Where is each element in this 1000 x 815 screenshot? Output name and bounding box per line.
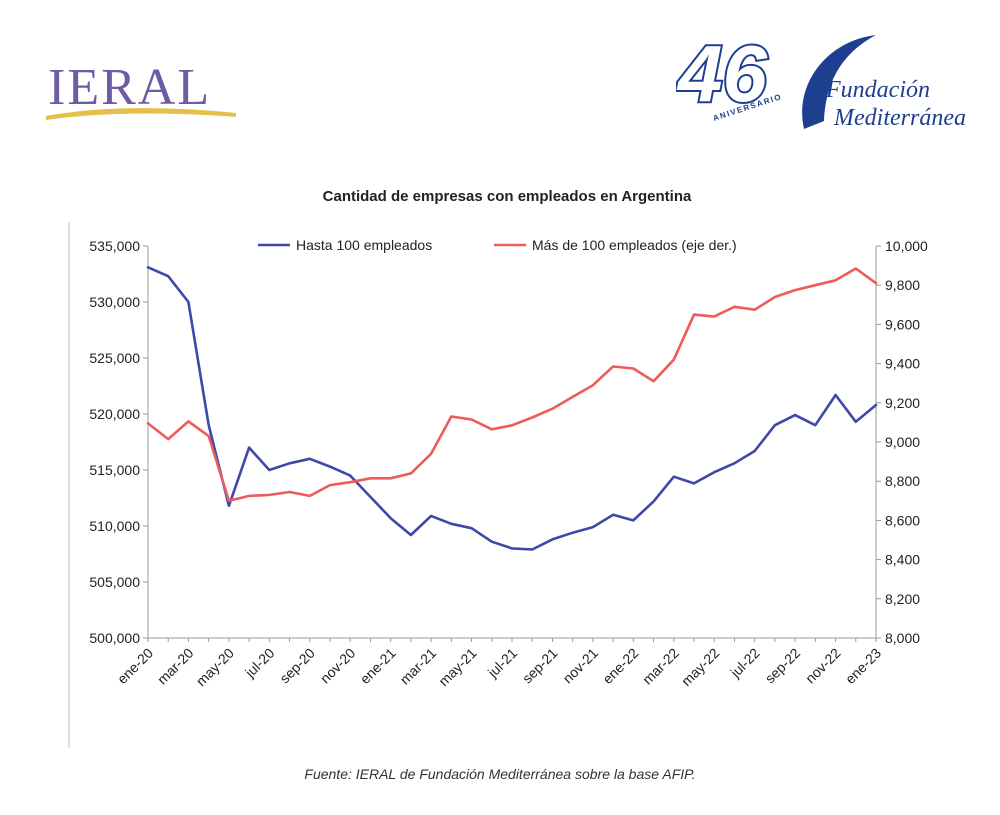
x-tick-label: mar-22 [639,645,682,688]
y-right-tick-label: 8,800 [885,473,920,489]
y-left-tick-label: 520,000 [89,406,140,422]
x-tick-label: sep-20 [276,645,318,687]
x-tick-label: ene-21 [357,645,399,687]
x-tick-label: jul-22 [727,645,763,681]
y-right-tick-label: 9,200 [885,395,920,411]
legend-label: Más de 100 empleados (eje der.) [532,237,737,253]
y-right-tick-label: 9,800 [885,277,920,293]
x-tick-label: sep-21 [519,645,561,687]
ieral-logo: IERAL [46,59,236,120]
y-left-tick-label: 525,000 [89,350,140,366]
chart-source-note: Fuente: IERAL de Fundación Mediterránea … [304,766,696,782]
series-line-mas-de-100 [146,267,878,503]
y-right-tick-label: 10,000 [885,238,928,254]
x-tick-label: may-22 [678,645,722,689]
x-tick-label: may-21 [435,645,479,689]
x-tick-label: may-20 [193,645,237,689]
fundacion-mediterranea-logo: 46 ANIVERSARIO Fundación Mediterránea [676,27,966,131]
x-tick-label: ene-23 [842,645,884,687]
chart-title: Cantidad de empresas con empleados en Ar… [323,188,692,205]
x-tick-label: nov-20 [317,645,359,687]
y-right-tick-label: 9,000 [885,434,920,450]
series-line-hasta-100 [146,265,878,551]
fm-name-line1: Fundación [825,77,930,103]
y-right-tick-label: 9,600 [885,316,920,332]
ieral-logo-text: IERAL [48,59,211,116]
legend-label: Hasta 100 empleados [296,237,432,253]
y-right-tick-label: 9,400 [885,356,920,372]
y-right-tick-label: 8,600 [885,512,920,528]
y-left-tick-label: 500,000 [89,630,140,646]
y-left-tick-label: 510,000 [89,518,140,534]
y-left-tick-label: 530,000 [89,294,140,310]
x-tick-label: mar-21 [397,645,440,688]
x-tick-label: sep-22 [762,645,804,687]
x-tick-label: ene-20 [114,645,156,687]
x-tick-label: nov-22 [802,645,844,687]
fm-name-line2: Mediterránea [833,105,966,131]
ieral-logo-swoosh [46,108,236,120]
y-right-tick-label: 8,200 [885,591,920,607]
anniversary-number: 46 [676,29,767,118]
y-left-tick-label: 535,000 [89,238,140,254]
y-right-tick-label: 8,000 [885,630,920,646]
x-tick-label: mar-20 [154,645,197,688]
x-tick-label: jul-21 [484,645,520,681]
x-tick-label: jul-20 [241,645,277,681]
fm-emblem [802,35,876,129]
y-left-tick-label: 515,000 [89,462,140,478]
x-tick-label: ene-22 [599,645,641,687]
y-right-tick-label: 8,400 [885,552,920,568]
x-tick-label: nov-21 [559,645,601,687]
y-left-tick-label: 505,000 [89,574,140,590]
